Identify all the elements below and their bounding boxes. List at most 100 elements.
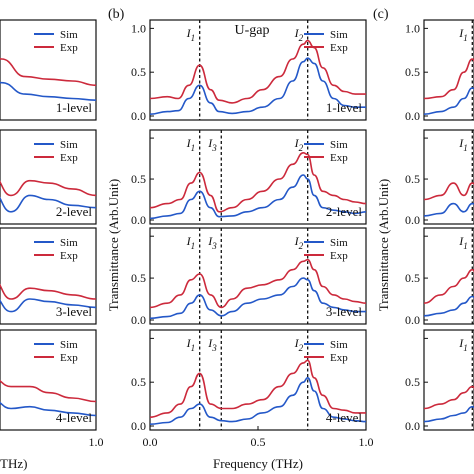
- marker-label: I1: [458, 136, 468, 153]
- plot-frame: [0, 19, 97, 121]
- y-axis-label-b: Transmittance (Arb.Unit): [106, 179, 121, 311]
- series-line-exp: [424, 58, 474, 100]
- marker-label: I3: [207, 234, 217, 251]
- legend-label: Exp: [330, 250, 348, 262]
- panel-label-b: (b): [108, 7, 125, 22]
- plot-frame: [0, 227, 97, 325]
- x-tick-label: 0.5: [251, 435, 266, 449]
- series-line-sim: [150, 57, 366, 115]
- series-line-sim: [0, 401, 96, 417]
- series-line-sim: [0, 194, 96, 213]
- legend-label: Sim: [60, 139, 78, 151]
- level-label: 3-level: [56, 304, 92, 319]
- y-tick-label: 0.5: [405, 65, 420, 79]
- level-label: 1-level: [56, 100, 92, 115]
- series-line-exp: [424, 385, 474, 410]
- y-tick-label: 0.0: [405, 213, 420, 227]
- marker-label: I1: [458, 26, 468, 43]
- plot-frame: [423, 329, 474, 431]
- legend-label: Exp: [60, 42, 78, 54]
- series-line-exp: [150, 359, 366, 418]
- series-line-exp: [150, 258, 366, 309]
- plot-frame: [423, 227, 474, 325]
- marker-label: I2: [294, 136, 304, 153]
- marker-label: I1: [186, 336, 196, 353]
- y-tick-label: 0.0: [131, 213, 146, 227]
- y-tick-label: 0.0: [405, 419, 420, 433]
- y-tick-label: 1.0: [405, 21, 420, 35]
- series-line-exp: [150, 151, 366, 213]
- marker-label: I1: [186, 26, 196, 43]
- y-tick-label: 0.5: [405, 375, 420, 389]
- y-tick-label: 0.5: [131, 65, 146, 79]
- marker-label: I2: [294, 26, 304, 43]
- y-tick-label: 1.0: [131, 21, 146, 35]
- chart-text: (b) U-gap (c) Frequency (THz) THz) Trans…: [0, 7, 468, 471]
- y-tick-label: 0.0: [131, 109, 146, 123]
- x-tick-label: 0.0: [143, 435, 158, 449]
- panel-label-c: (c): [373, 7, 389, 22]
- legend-label: Exp: [330, 42, 348, 54]
- legend-label: Exp: [60, 250, 78, 262]
- legend-label: Exp: [60, 152, 78, 164]
- level-label: 2-level: [326, 204, 362, 219]
- y-tick-label: 0.5: [405, 271, 420, 285]
- level-label: 4-level: [56, 410, 92, 425]
- marker-label: I1: [186, 136, 196, 153]
- legend-label: Exp: [330, 352, 348, 364]
- marker-label: I2: [294, 336, 304, 353]
- plot-frame: [149, 227, 367, 325]
- plot-frame: [149, 19, 367, 121]
- series-line-sim: [0, 298, 96, 313]
- series-line-sim: [150, 277, 366, 320]
- plot-frame: [423, 129, 474, 225]
- legend-label: Sim: [330, 237, 348, 249]
- series-line-sim: [150, 376, 366, 425]
- level-label: 1-level: [326, 100, 362, 115]
- series-line-sim: [424, 202, 474, 217]
- marker-label: I1: [458, 234, 468, 251]
- series-line-exp: [150, 39, 366, 104]
- x-axis-label-b: Frequency (THz): [213, 456, 303, 471]
- x-tick-label: 1.0: [89, 435, 104, 449]
- series-line-exp: [0, 379, 96, 403]
- level-label: 2-level: [56, 204, 92, 219]
- panel-frames: [0, 19, 474, 431]
- plot-frame: [149, 129, 367, 225]
- series-line-sim: [424, 87, 474, 115]
- plot-frame: [0, 129, 97, 225]
- legend-label: Sim: [330, 339, 348, 351]
- series-line-sim: [424, 295, 474, 317]
- y-axis-label-c: Transmittance (Arb.Unit): [376, 179, 391, 311]
- plot-frame: [423, 19, 474, 121]
- y-tick-label: 0.0: [405, 313, 420, 327]
- legend-label: Sim: [60, 29, 78, 41]
- series-line-exp: [0, 283, 96, 300]
- y-tick-label: 0.0: [131, 313, 146, 327]
- marker-label: I2: [294, 234, 304, 251]
- series-lines: [0, 39, 474, 425]
- series-line-exp: [0, 57, 96, 87]
- marker-label: I1: [458, 336, 468, 353]
- y-tick-label: 0.5: [131, 172, 146, 186]
- series-line-sim: [0, 81, 96, 101]
- legend-label: Exp: [60, 352, 78, 364]
- panel-title-b: U-gap: [235, 23, 270, 38]
- series-line-exp: [424, 182, 474, 201]
- y-tick-label: 0.0: [131, 419, 146, 433]
- y-tick-label: 0.5: [131, 271, 146, 285]
- x-tick-label: 1.0: [359, 435, 374, 449]
- level-label: 4-level: [326, 410, 362, 425]
- plot-frame: [0, 329, 97, 431]
- series-line-exp: [0, 179, 96, 197]
- legend-label: Exp: [330, 152, 348, 164]
- legend-label: Sim: [60, 339, 78, 351]
- y-tick-label: 0.0: [405, 109, 420, 123]
- series-line-sim: [424, 405, 474, 423]
- y-tick-label: 0.5: [405, 172, 420, 186]
- legend-label: Sim: [330, 139, 348, 151]
- marker-label: I3: [207, 336, 217, 353]
- legend-label: Sim: [60, 237, 78, 249]
- marker-label: I3: [207, 136, 217, 153]
